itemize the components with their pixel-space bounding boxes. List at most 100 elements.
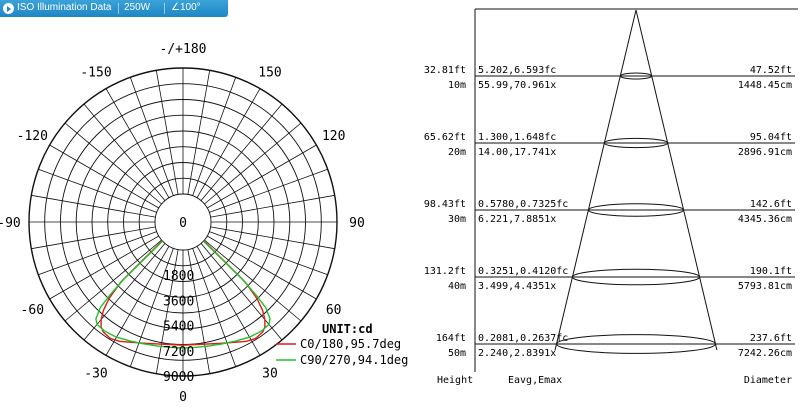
cone-edge xyxy=(554,9,637,351)
grid-spoke xyxy=(129,77,174,196)
series-curve xyxy=(95,240,271,349)
grid-spoke xyxy=(49,235,159,300)
height-ft: 32.81ft xyxy=(424,65,466,76)
illuminance-lx: 14.00,17.741x xyxy=(478,147,556,158)
illuminance-lx: 3.499,4.4351x xyxy=(478,281,556,292)
polar-candela-chart: -/+180 -150 150 -120 120 -90 90 -60 60 -30 30 0 0 180… xyxy=(0,42,408,405)
height-m: 10m xyxy=(448,80,466,91)
illuminance-lx: 2.240,2.8391x xyxy=(478,348,556,359)
height-m: 20m xyxy=(448,147,466,158)
diameter-cm: 5793.81cm xyxy=(738,281,792,292)
angle-label: -150 xyxy=(80,65,111,80)
diameter-cm: 4345.36cm xyxy=(738,214,792,225)
grid-spoke xyxy=(83,103,166,201)
angle-label: -60 xyxy=(21,303,44,318)
column-header-height: Height xyxy=(437,375,473,386)
beam-ellipse xyxy=(603,137,669,149)
angle-label: 90 xyxy=(349,216,365,231)
play-icon xyxy=(3,3,14,14)
angle-label: 60 xyxy=(326,303,342,318)
height-m: 40m xyxy=(448,281,466,292)
grid-spoke xyxy=(192,77,237,196)
grid-spoke xyxy=(38,231,157,276)
diameter-cm: 2896.91cm xyxy=(738,147,792,158)
grid-spoke xyxy=(200,103,283,201)
grid-spoke xyxy=(105,88,170,198)
column-header-diameter: Diameter xyxy=(744,375,792,386)
grid-spoke xyxy=(209,231,328,276)
beam-ellipse xyxy=(556,334,716,354)
height-ft: 164ft xyxy=(436,333,466,344)
angle-label: -30 xyxy=(84,367,107,382)
beam-ellipse xyxy=(571,268,701,286)
angle-label: 150 xyxy=(258,65,281,80)
cone-edge xyxy=(635,9,718,351)
angle-label: -/+180 xyxy=(160,42,207,57)
series-curve xyxy=(100,240,266,346)
angle-label: -120 xyxy=(17,129,48,144)
grid-spoke xyxy=(210,226,335,250)
column-header-eavg-emax: Eavg,Emax xyxy=(508,375,562,386)
beam-ellipse xyxy=(587,203,685,217)
grid-spoke xyxy=(31,226,156,250)
diameter-ft: 95.04ft xyxy=(750,132,792,143)
height-ft: 98.43ft xyxy=(424,199,466,210)
height-ft: 65.62ft xyxy=(424,132,466,143)
angle-label: -90 xyxy=(0,216,21,231)
grid-spoke xyxy=(207,235,317,300)
tab-title: ISO Illumination Data xyxy=(17,2,112,13)
legend-label: C0/180,95.7deg xyxy=(300,337,401,351)
diameter-ft: 237.6ft xyxy=(750,333,792,344)
unit-label: UNIT:cd xyxy=(322,322,373,336)
height-m: 50m xyxy=(448,348,466,359)
radial-tick-label: 1800 xyxy=(163,269,194,284)
beam-ellipse xyxy=(619,72,653,80)
height-ft: 131.2ft xyxy=(424,266,466,277)
illuminance-fc: 5.202,6.593fc xyxy=(478,65,556,76)
grid-spoke xyxy=(204,239,302,322)
illuminance-lx: 6.221,7.8851x xyxy=(478,214,556,225)
angle-label: 0 xyxy=(179,390,187,405)
illuminance-fc: 1.300,1.648fc xyxy=(478,132,556,143)
diameter-cm: 1448.45cm xyxy=(738,80,792,91)
radial-tick-label: 3600 xyxy=(163,294,194,309)
illuminance-fc: 0.2081,0.2637fc xyxy=(478,333,568,344)
diameter-ft: 190.1ft xyxy=(750,266,792,277)
grid-spoke xyxy=(155,70,179,195)
radial-tick-label: 9000 xyxy=(163,370,194,385)
height-m: 30m xyxy=(448,214,466,225)
power-label: 250W xyxy=(124,2,151,13)
beam-angle-label: ∠100° xyxy=(171,2,201,13)
grid-spoke xyxy=(49,144,159,209)
grid-spoke xyxy=(210,194,335,218)
angle-label: 30 xyxy=(262,367,278,382)
radial-tick-label: 7200 xyxy=(163,345,194,360)
grid-spoke xyxy=(204,122,302,205)
grid-spoke xyxy=(187,249,211,374)
grid-spoke xyxy=(187,70,211,195)
illuminance-fc: 0.3251,0.4120fc xyxy=(478,266,568,277)
grid-spoke xyxy=(196,88,261,198)
diameter-ft: 47.52ft xyxy=(750,65,792,76)
diameter-cm: 7242.26cm xyxy=(738,348,792,359)
grid-spoke xyxy=(129,248,174,367)
radial-tick-label: 5400 xyxy=(163,320,194,335)
tab-separator xyxy=(118,3,119,14)
grid-spoke xyxy=(31,194,156,218)
diameter-ft: 142.6ft xyxy=(750,199,792,210)
tab-separator xyxy=(164,3,165,14)
illuminance-lx: 55.99,70.961x xyxy=(478,80,556,91)
grid-spoke xyxy=(38,168,157,213)
grid-spoke xyxy=(64,122,162,205)
angle-label: 120 xyxy=(322,129,345,144)
illuminance-fc: 0.5780,0.7325fc xyxy=(478,199,568,210)
grid-spoke xyxy=(207,144,317,209)
radial-tick-label: 0 xyxy=(179,216,187,231)
grid-spoke xyxy=(192,248,237,367)
grid-spoke xyxy=(64,239,162,322)
title-tab-bar: ISO Illumination Data 250W ∠100° xyxy=(0,0,228,17)
grid-spoke xyxy=(155,249,179,374)
legend-label: C90/270,94.1deg xyxy=(300,353,408,367)
grid-spoke xyxy=(209,168,328,213)
